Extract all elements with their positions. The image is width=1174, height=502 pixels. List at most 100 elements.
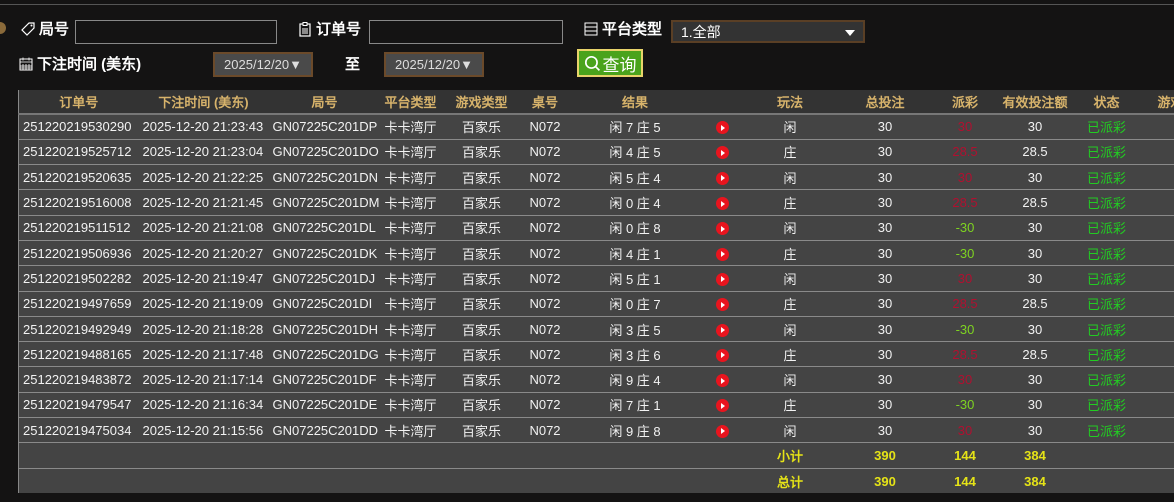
- play-video-icon[interactable]: [716, 424, 729, 438]
- play-video-icon[interactable]: [716, 374, 729, 388]
- status-cell: 已派彩: [1072, 239, 1141, 266]
- result-cell: 闲 7 庄 1: [567, 391, 703, 418]
- order-cell: 251220219525712: [18, 138, 139, 165]
- order-cell: 251220219492949: [18, 315, 139, 342]
- payout-cell: -30: [932, 391, 998, 418]
- platform-cell: 卡卡湾厅: [380, 315, 441, 342]
- top-divider: [0, 4, 1174, 5]
- table-row[interactable]: 251220219488165 2025-12-20 21:17:48 GN0722…: [18, 341, 1174, 367]
- game-cell: 百家乐: [440, 214, 523, 241]
- column-header: 下注时间 (美东): [138, 90, 269, 115]
- round-cell: GN07225C201DJ: [268, 265, 381, 292]
- empty-cell: [1140, 391, 1174, 418]
- bet-cell: 30: [837, 366, 933, 393]
- platform-select[interactable]: 1.全部: [671, 20, 865, 43]
- order-cell: 251220219497659: [18, 290, 139, 317]
- play-video-icon[interactable]: [716, 222, 729, 236]
- dropdown-arrow-icon: [845, 30, 855, 36]
- column-header: 订单号: [18, 90, 139, 115]
- play-video-icon[interactable]: [716, 323, 729, 337]
- table-header-row: 订单号 下注时间 (美东) 局号 平台类型 游戏类型 桌号 结果 玩法 总投注 派彩 有效投注额 状态…: [18, 90, 1174, 115]
- time-cell: 2025-12-20 21:17:48: [138, 341, 269, 367]
- order-label: 订单号: [297, 18, 361, 39]
- round-cell: GN07225C201DH: [268, 315, 381, 342]
- bet-cell: 30: [837, 214, 933, 241]
- bet-cell: 30: [837, 239, 933, 266]
- total-label: 总计: [742, 467, 838, 494]
- table-row[interactable]: 251220219516008 2025-12-20 21:21:45 GN0722…: [18, 189, 1174, 216]
- platform-cell: 卡卡湾厅: [380, 417, 441, 443]
- empty-cell: [702, 467, 743, 494]
- round-input[interactable]: [75, 20, 277, 44]
- table-cell: N072: [522, 265, 568, 292]
- date-from-picker[interactable]: 2025/12/20▼: [213, 52, 313, 77]
- table-row[interactable]: 251220219525712 2025-12-20 21:23:04 GN0722…: [18, 138, 1174, 165]
- total-valid: 384: [997, 467, 1073, 494]
- subtotal-bet: 390: [837, 442, 933, 469]
- order-cell: 251220219479547: [18, 391, 139, 418]
- round-cell: GN07225C201DM: [268, 189, 381, 216]
- platform-cell: 卡卡湾厅: [380, 214, 441, 241]
- time-cell: 2025-12-20 21:20:27: [138, 239, 269, 266]
- valid-cell: 28.5: [997, 290, 1073, 317]
- date-to-picker[interactable]: 2025/12/20▼: [384, 52, 484, 77]
- time-cell: 2025-12-20 21:19:47: [138, 265, 269, 292]
- empty-cell: [1140, 290, 1174, 317]
- play-video-icon[interactable]: [716, 348, 729, 362]
- result-cell: 闲 5 庄 4: [567, 164, 703, 190]
- table-row[interactable]: 251220219506936 2025-12-20 21:20:27 GN0722…: [18, 239, 1174, 266]
- valid-cell: 30: [997, 113, 1073, 140]
- table-row[interactable]: 251220219497659 2025-12-20 21:19:09 GN0722…: [18, 290, 1174, 317]
- empty-cell: [138, 442, 269, 469]
- empty-cell: [1140, 417, 1174, 443]
- query-button[interactable]: 查询: [577, 49, 643, 77]
- result-cell: 闲 4 庄 5: [567, 138, 703, 165]
- column-header: 派彩: [932, 90, 998, 115]
- table-row[interactable]: 251220219530290 2025-12-20 21:23:43 GN0722…: [18, 113, 1174, 140]
- table-cell: N072: [522, 239, 568, 266]
- bet-cell: 30: [837, 113, 933, 140]
- play-video-icon[interactable]: [716, 146, 729, 160]
- play-video-icon[interactable]: [716, 247, 729, 261]
- play-video-icon[interactable]: [716, 121, 729, 135]
- empty-cell: [1140, 239, 1174, 266]
- empty-cell: [380, 442, 441, 469]
- empty-cell: [1140, 214, 1174, 241]
- play-cell: 庄: [742, 138, 838, 165]
- play-cell: 闲: [742, 366, 838, 393]
- video-replay-cell: [702, 214, 743, 241]
- table-row[interactable]: 251220219492949 2025-12-20 21:18:28 GN0722…: [18, 315, 1174, 342]
- platform-cell: 卡卡湾厅: [380, 290, 441, 317]
- valid-cell: 30: [997, 239, 1073, 266]
- table-row[interactable]: 251220219502282 2025-12-20 21:19:47 GN0722…: [18, 265, 1174, 292]
- play-cell: 闲: [742, 417, 838, 443]
- order-cell: 251220219506936: [18, 239, 139, 266]
- empty-cell: [1072, 467, 1141, 494]
- valid-cell: 30: [997, 366, 1073, 393]
- column-header: 游戏类型: [440, 90, 523, 115]
- status-cell: 已派彩: [1072, 366, 1141, 393]
- column-header: 局号: [268, 90, 381, 115]
- search-icon: [584, 55, 600, 71]
- play-video-icon[interactable]: [716, 171, 729, 185]
- platform-cell: 卡卡湾厅: [380, 113, 441, 140]
- order-input[interactable]: [369, 20, 563, 44]
- round-cell: GN07225C201DE: [268, 391, 381, 418]
- table-row[interactable]: 251220219483872 2025-12-20 21:17:14 GN0722…: [18, 366, 1174, 393]
- table-row[interactable]: 251220219520635 2025-12-20 21:22:25 GN0722…: [18, 164, 1174, 190]
- round-cell: GN07225C201DK: [268, 239, 381, 266]
- table-row[interactable]: 251220219475034 2025-12-20 21:15:56 GN0722…: [18, 417, 1174, 443]
- bet-cell: 30: [837, 138, 933, 165]
- play-video-icon[interactable]: [716, 298, 729, 312]
- valid-cell: 30: [997, 315, 1073, 342]
- bet-cell: 30: [837, 341, 933, 367]
- status-cell: 已派彩: [1072, 164, 1141, 190]
- play-video-icon[interactable]: [716, 197, 729, 211]
- table-row[interactable]: 251220219479547 2025-12-20 21:16:34 GN0722…: [18, 391, 1174, 418]
- table-row[interactable]: 251220219511512 2025-12-20 21:21:08 GN0722…: [18, 214, 1174, 241]
- column-header: 桌号: [522, 90, 568, 115]
- play-video-icon[interactable]: [716, 272, 729, 286]
- play-video-icon[interactable]: [716, 399, 729, 413]
- status-cell: 已派彩: [1072, 341, 1141, 367]
- play-cell: 闲: [742, 113, 838, 140]
